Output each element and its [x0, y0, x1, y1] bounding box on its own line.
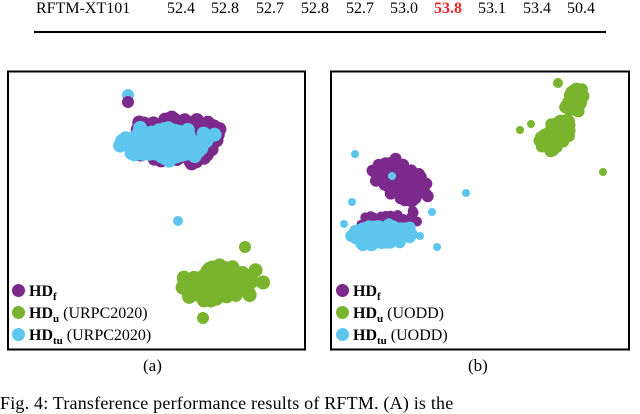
legend-sub: tu	[377, 335, 387, 347]
table-row-rftm-xt101: RFTM-XT101 52.4 52.8 52.7 52.8 52.7 53.0…	[0, 0, 640, 22]
figure-caption: Fig. 4: Transference performance results…	[0, 393, 454, 413]
scatter-point	[428, 208, 436, 216]
scatter-point	[181, 146, 196, 161]
scatter-point	[572, 98, 585, 111]
legend-name: HD	[29, 327, 53, 344]
scatter-point	[214, 269, 229, 284]
legend-b-hd-tu: HD tu (UODD)	[336, 327, 448, 347]
scatter-point	[223, 280, 238, 295]
scatter-point	[527, 120, 535, 128]
scatter-point	[369, 165, 382, 178]
scatter-point	[419, 187, 432, 200]
scatter-point	[173, 216, 183, 226]
legend-swatch	[12, 306, 25, 319]
panel-b-frame	[330, 70, 630, 351]
legend-b-hd-f: HD f	[336, 283, 385, 303]
scatter-point	[416, 232, 424, 240]
panel-a-label: (a)	[143, 356, 162, 375]
table-bottom-rule	[34, 31, 606, 33]
scatter-point	[391, 157, 403, 170]
scatter-point	[381, 157, 393, 170]
scatter-point	[599, 168, 607, 176]
legend-name: HD	[29, 305, 53, 322]
legend-name: HD	[29, 283, 53, 300]
scatter-point	[541, 132, 554, 145]
scatter-point	[133, 120, 148, 135]
table-cell: 52.7	[346, 0, 374, 17]
scatter-point	[420, 177, 433, 190]
scatter-point	[364, 229, 377, 242]
legend-sub: tu	[53, 335, 63, 347]
table-cell: 52.8	[301, 0, 329, 17]
scatter-point	[239, 241, 251, 253]
scatter-point	[570, 85, 583, 98]
scatter-point	[122, 96, 134, 108]
scatter-point	[196, 126, 211, 141]
scatter-point	[391, 176, 403, 189]
scatter-point	[382, 177, 394, 190]
legend-sub: u	[377, 313, 384, 325]
legend-swatch	[336, 328, 349, 341]
legend-swatch	[12, 284, 25, 297]
legend-dataset: (URPC2020)	[63, 305, 148, 322]
scatter-point	[433, 243, 441, 251]
scatter-point	[407, 194, 419, 207]
scatter-point	[199, 274, 213, 289]
legend-a-hd-u: HD u (URPC2020)	[12, 305, 148, 325]
panel-a-points	[113, 89, 271, 324]
table-cell: 50.4	[567, 0, 595, 17]
scatter-point	[124, 145, 139, 160]
legend-dataset: (UODD)	[390, 327, 448, 344]
scatter-point	[553, 78, 563, 88]
legend-swatch	[336, 284, 349, 297]
table-cell: 52.7	[256, 0, 284, 17]
scatter-point	[348, 198, 356, 206]
scatter-point	[340, 220, 348, 228]
legend-sub: f	[377, 291, 381, 303]
legend-name: HD	[353, 305, 377, 322]
legend-dataset: (URPC2020)	[66, 327, 152, 344]
scatter-point	[197, 312, 209, 324]
legend-a-hd-tu: HD tu (URPC2020)	[12, 327, 152, 347]
table-cell: 52.8	[211, 0, 239, 17]
scatter-point	[256, 275, 271, 290]
scatter-point	[462, 189, 470, 197]
table-cell: 53.0	[390, 0, 418, 17]
legend-swatch	[12, 328, 25, 341]
scatter-point	[516, 126, 524, 134]
legend-name: HD	[353, 327, 377, 344]
scatter-point	[241, 285, 256, 300]
scatter-point	[192, 138, 207, 153]
legend-sub: f	[53, 291, 57, 303]
scatter-point	[388, 172, 396, 180]
scatter-point	[403, 176, 416, 189]
legend-sub: u	[53, 313, 60, 325]
scatter-point	[378, 167, 391, 180]
table-cell: 53.4	[523, 0, 551, 17]
scatter-point	[351, 150, 359, 158]
legend-a-hd-f: HD f	[12, 283, 61, 303]
panel-b-points	[340, 78, 607, 252]
scatter-point	[207, 127, 222, 142]
table-cell: 53.1	[478, 0, 506, 17]
legend-b-hd-u: HD u (UODD)	[336, 305, 444, 325]
scatter-point	[171, 132, 186, 147]
scatter-point	[113, 138, 128, 153]
panel-b-label: (b)	[468, 356, 488, 375]
table-cell-best: 53.8	[434, 0, 462, 17]
scatter-point	[126, 131, 141, 146]
scatter-point	[166, 149, 181, 163]
scatter-point	[146, 139, 161, 154]
table-cell: 52.4	[167, 0, 195, 17]
scatter-point	[403, 231, 416, 244]
row-label: RFTM-XT101	[36, 0, 131, 17]
scatter-point	[407, 205, 418, 216]
scatter-point	[384, 236, 397, 248]
legend-name: HD	[353, 283, 377, 300]
legend-swatch	[336, 306, 349, 319]
scatter-point	[383, 227, 396, 239]
legend-dataset: (UODD)	[387, 305, 444, 322]
scatter-point	[153, 127, 168, 141]
